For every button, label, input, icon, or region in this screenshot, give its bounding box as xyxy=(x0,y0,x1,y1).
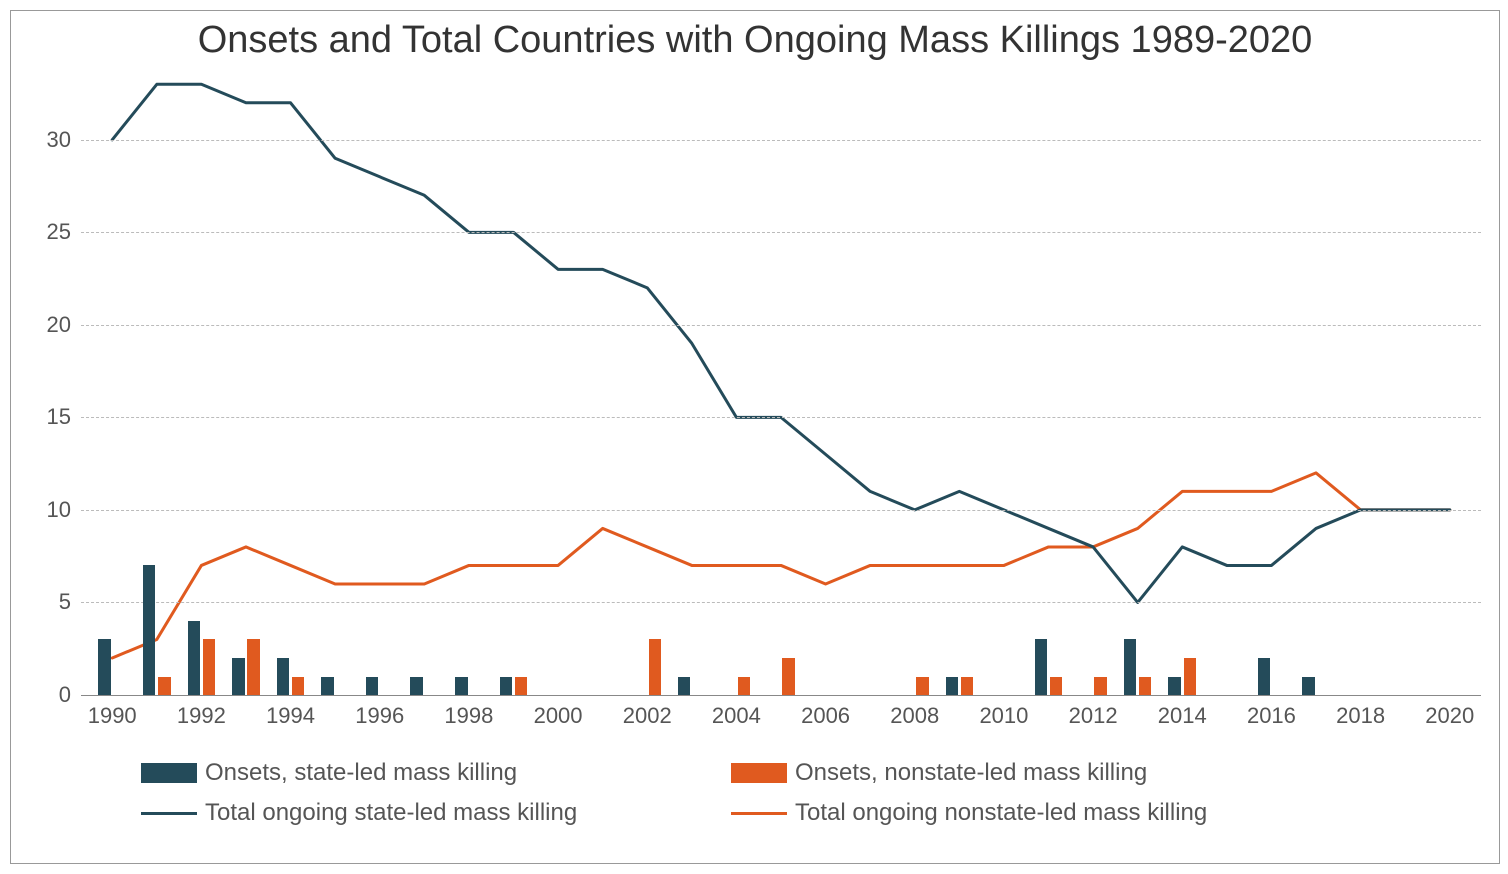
bar-onsets-state xyxy=(1035,639,1047,695)
y-grid-line xyxy=(81,510,1481,511)
bar-onsets-state xyxy=(946,677,958,696)
x-tick-label: 1990 xyxy=(88,703,137,729)
legend-label-total-state: Total ongoing state-led mass killing xyxy=(205,799,577,827)
legend: Onsets, state-led mass killing Onsets, n… xyxy=(141,759,1469,849)
y-grid-line xyxy=(81,325,1481,326)
y-tick-label: 20 xyxy=(31,312,71,338)
legend-label-total-nonstate: Total ongoing nonstate-led mass killing xyxy=(795,799,1207,827)
y-tick-label: 30 xyxy=(31,127,71,153)
bar-onsets-state xyxy=(410,677,422,696)
x-tick-label: 1994 xyxy=(266,703,315,729)
legend-label-onsets-state: Onsets, state-led mass killing xyxy=(205,759,517,787)
legend-item-total-state: Total ongoing state-led mass killing xyxy=(141,799,691,827)
x-tick-label: 2006 xyxy=(801,703,850,729)
y-tick-label: 15 xyxy=(31,404,71,430)
bar-onsets-nonstate xyxy=(203,639,215,695)
bar-onsets-state xyxy=(1258,658,1270,695)
bar-onsets-state xyxy=(232,658,244,695)
x-tick-label: 2010 xyxy=(979,703,1028,729)
legend-swatch-line-state xyxy=(141,812,197,815)
legend-label-onsets-nonstate: Onsets, nonstate-led mass killing xyxy=(795,759,1147,787)
bar-onsets-nonstate xyxy=(1050,677,1062,696)
bar-onsets-state xyxy=(1302,677,1314,696)
x-tick-label: 2020 xyxy=(1425,703,1474,729)
bar-onsets-state xyxy=(1168,677,1180,696)
x-tick-label: 1992 xyxy=(177,703,226,729)
x-tick-label: 2012 xyxy=(1069,703,1118,729)
y-grid-line xyxy=(81,602,1481,603)
bar-onsets-state xyxy=(1124,639,1136,695)
legend-item-total-nonstate: Total ongoing nonstate-led mass killing xyxy=(731,799,1281,827)
bar-onsets-nonstate xyxy=(515,677,527,696)
bar-onsets-nonstate xyxy=(649,639,661,695)
y-tick-label: 25 xyxy=(31,219,71,245)
y-grid-line xyxy=(81,232,1481,233)
legend-item-onsets-state: Onsets, state-led mass killing xyxy=(141,759,691,787)
x-tick-label: 2002 xyxy=(623,703,672,729)
bar-onsets-nonstate xyxy=(782,658,794,695)
bar-onsets-state xyxy=(277,658,289,695)
bar-onsets-state xyxy=(188,621,200,695)
bar-onsets-state xyxy=(366,677,378,696)
legend-item-onsets-nonstate: Onsets, nonstate-led mass killing xyxy=(731,759,1281,787)
bar-onsets-nonstate xyxy=(916,677,928,696)
bar-onsets-nonstate xyxy=(1094,677,1106,696)
y-tick-label: 5 xyxy=(31,589,71,615)
bar-onsets-nonstate xyxy=(961,677,973,696)
bar-onsets-nonstate xyxy=(1139,677,1151,696)
x-tick-label: 1998 xyxy=(444,703,493,729)
x-tick-label: 2018 xyxy=(1336,703,1385,729)
bar-onsets-nonstate xyxy=(738,677,750,696)
legend-swatch-line-nonstate xyxy=(731,812,787,815)
bar-onsets-state xyxy=(321,677,333,696)
legend-row-2: Total ongoing state-led mass killing Tot… xyxy=(141,799,1469,827)
bar-onsets-state xyxy=(143,565,155,695)
legend-swatch-bar-state xyxy=(141,763,197,783)
y-tick-label: 10 xyxy=(31,497,71,523)
bar-onsets-nonstate xyxy=(247,639,259,695)
bar-onsets-state xyxy=(678,677,690,696)
chart-container: Onsets and Total Countries with Ongoing … xyxy=(10,10,1500,864)
plot-area xyxy=(81,75,1481,696)
bar-onsets-nonstate xyxy=(292,677,304,696)
line-total-state xyxy=(112,84,1450,602)
y-grid-line xyxy=(81,140,1481,141)
y-grid-line xyxy=(81,417,1481,418)
x-tick-label: 2016 xyxy=(1247,703,1296,729)
bar-onsets-state xyxy=(455,677,467,696)
x-tick-label: 2014 xyxy=(1158,703,1207,729)
legend-row-1: Onsets, state-led mass killing Onsets, n… xyxy=(141,759,1469,787)
bar-onsets-nonstate xyxy=(158,677,170,696)
bar-onsets-nonstate xyxy=(1184,658,1196,695)
x-tick-label: 2000 xyxy=(534,703,583,729)
bar-onsets-state xyxy=(500,677,512,696)
bar-onsets-state xyxy=(98,639,110,695)
x-tick-label: 2004 xyxy=(712,703,761,729)
y-tick-label: 0 xyxy=(31,682,71,708)
x-tick-label: 1996 xyxy=(355,703,404,729)
legend-swatch-bar-nonstate xyxy=(731,763,787,783)
chart-title: Onsets and Total Countries with Ongoing … xyxy=(11,19,1499,62)
x-tick-label: 2008 xyxy=(890,703,939,729)
